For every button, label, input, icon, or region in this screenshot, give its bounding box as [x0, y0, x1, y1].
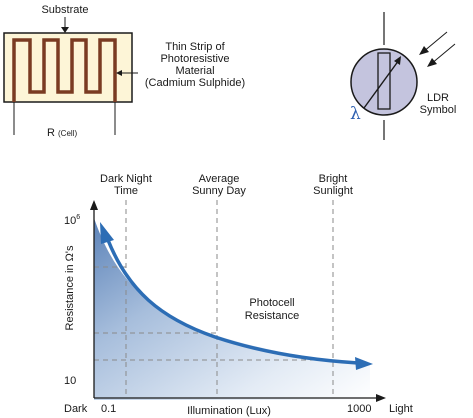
marker-bright-sunlight-line2: Sunlight: [313, 185, 353, 197]
cell-resistance-label: R (Cell): [47, 127, 77, 140]
photocell-resistance-curve: [106, 239, 359, 365]
cell-resistance-symbol: R: [47, 127, 55, 139]
strip-label-line3: Material: [175, 65, 215, 77]
curve-arrowhead-top: [100, 222, 114, 244]
light-rays-icon: [419, 31, 456, 67]
cell-resistance-subscript: (Cell): [58, 129, 78, 138]
ldr-symbol-resistor: [377, 52, 391, 110]
y-axis-top-base: 10: [64, 215, 77, 227]
x-axis-right-word: Light: [389, 403, 413, 415]
marker-sunny-day-line2: Sunny Day: [192, 185, 246, 197]
y-axis-top-exponent: 6: [76, 214, 81, 221]
substrate-label: Substrate: [41, 4, 89, 16]
ldr-symbol-label-line1: LDR: [426, 92, 450, 104]
lambda-symbol: λ: [350, 104, 361, 124]
ldr-symbol-variable-arrow: [363, 59, 400, 109]
ldr-symbol-label-line2: Symbol: [419, 104, 457, 116]
x-axis-left-value: 0.1: [101, 403, 117, 415]
y-axis-top-tick: 106: [64, 212, 80, 227]
strip-label-line4: (Cadmium Sulphide): [144, 77, 246, 89]
curve-arrowhead-right: [355, 357, 373, 370]
y-axis-label: Resistance in Ω's: [64, 245, 76, 331]
x-axis-label: Illumination (Lux): [187, 405, 271, 417]
ldr-symbol-circle: [350, 48, 418, 116]
marker-bright-sunlight-line1: Bright: [318, 173, 348, 185]
curve-label-line2: Resistance: [244, 310, 300, 322]
x-axis-right-value: 1000: [347, 403, 372, 415]
photoresistive-strip: [12, 38, 117, 102]
marker-dark-night-line2: Time: [113, 185, 139, 197]
resistance-area-shading: [94, 218, 370, 400]
y-axis-bottom-tick: 10: [64, 375, 77, 387]
x-axis-left-word: Dark: [64, 403, 88, 415]
strip-label-line2: Photoresistive: [160, 53, 230, 65]
marker-dark-night-line1: Dark Night: [100, 173, 152, 185]
strip-label-line1: Thin Strip of: [165, 41, 225, 53]
curve-label-line1: Photocell: [249, 297, 295, 309]
marker-sunny-day-line1: Average: [198, 173, 240, 185]
